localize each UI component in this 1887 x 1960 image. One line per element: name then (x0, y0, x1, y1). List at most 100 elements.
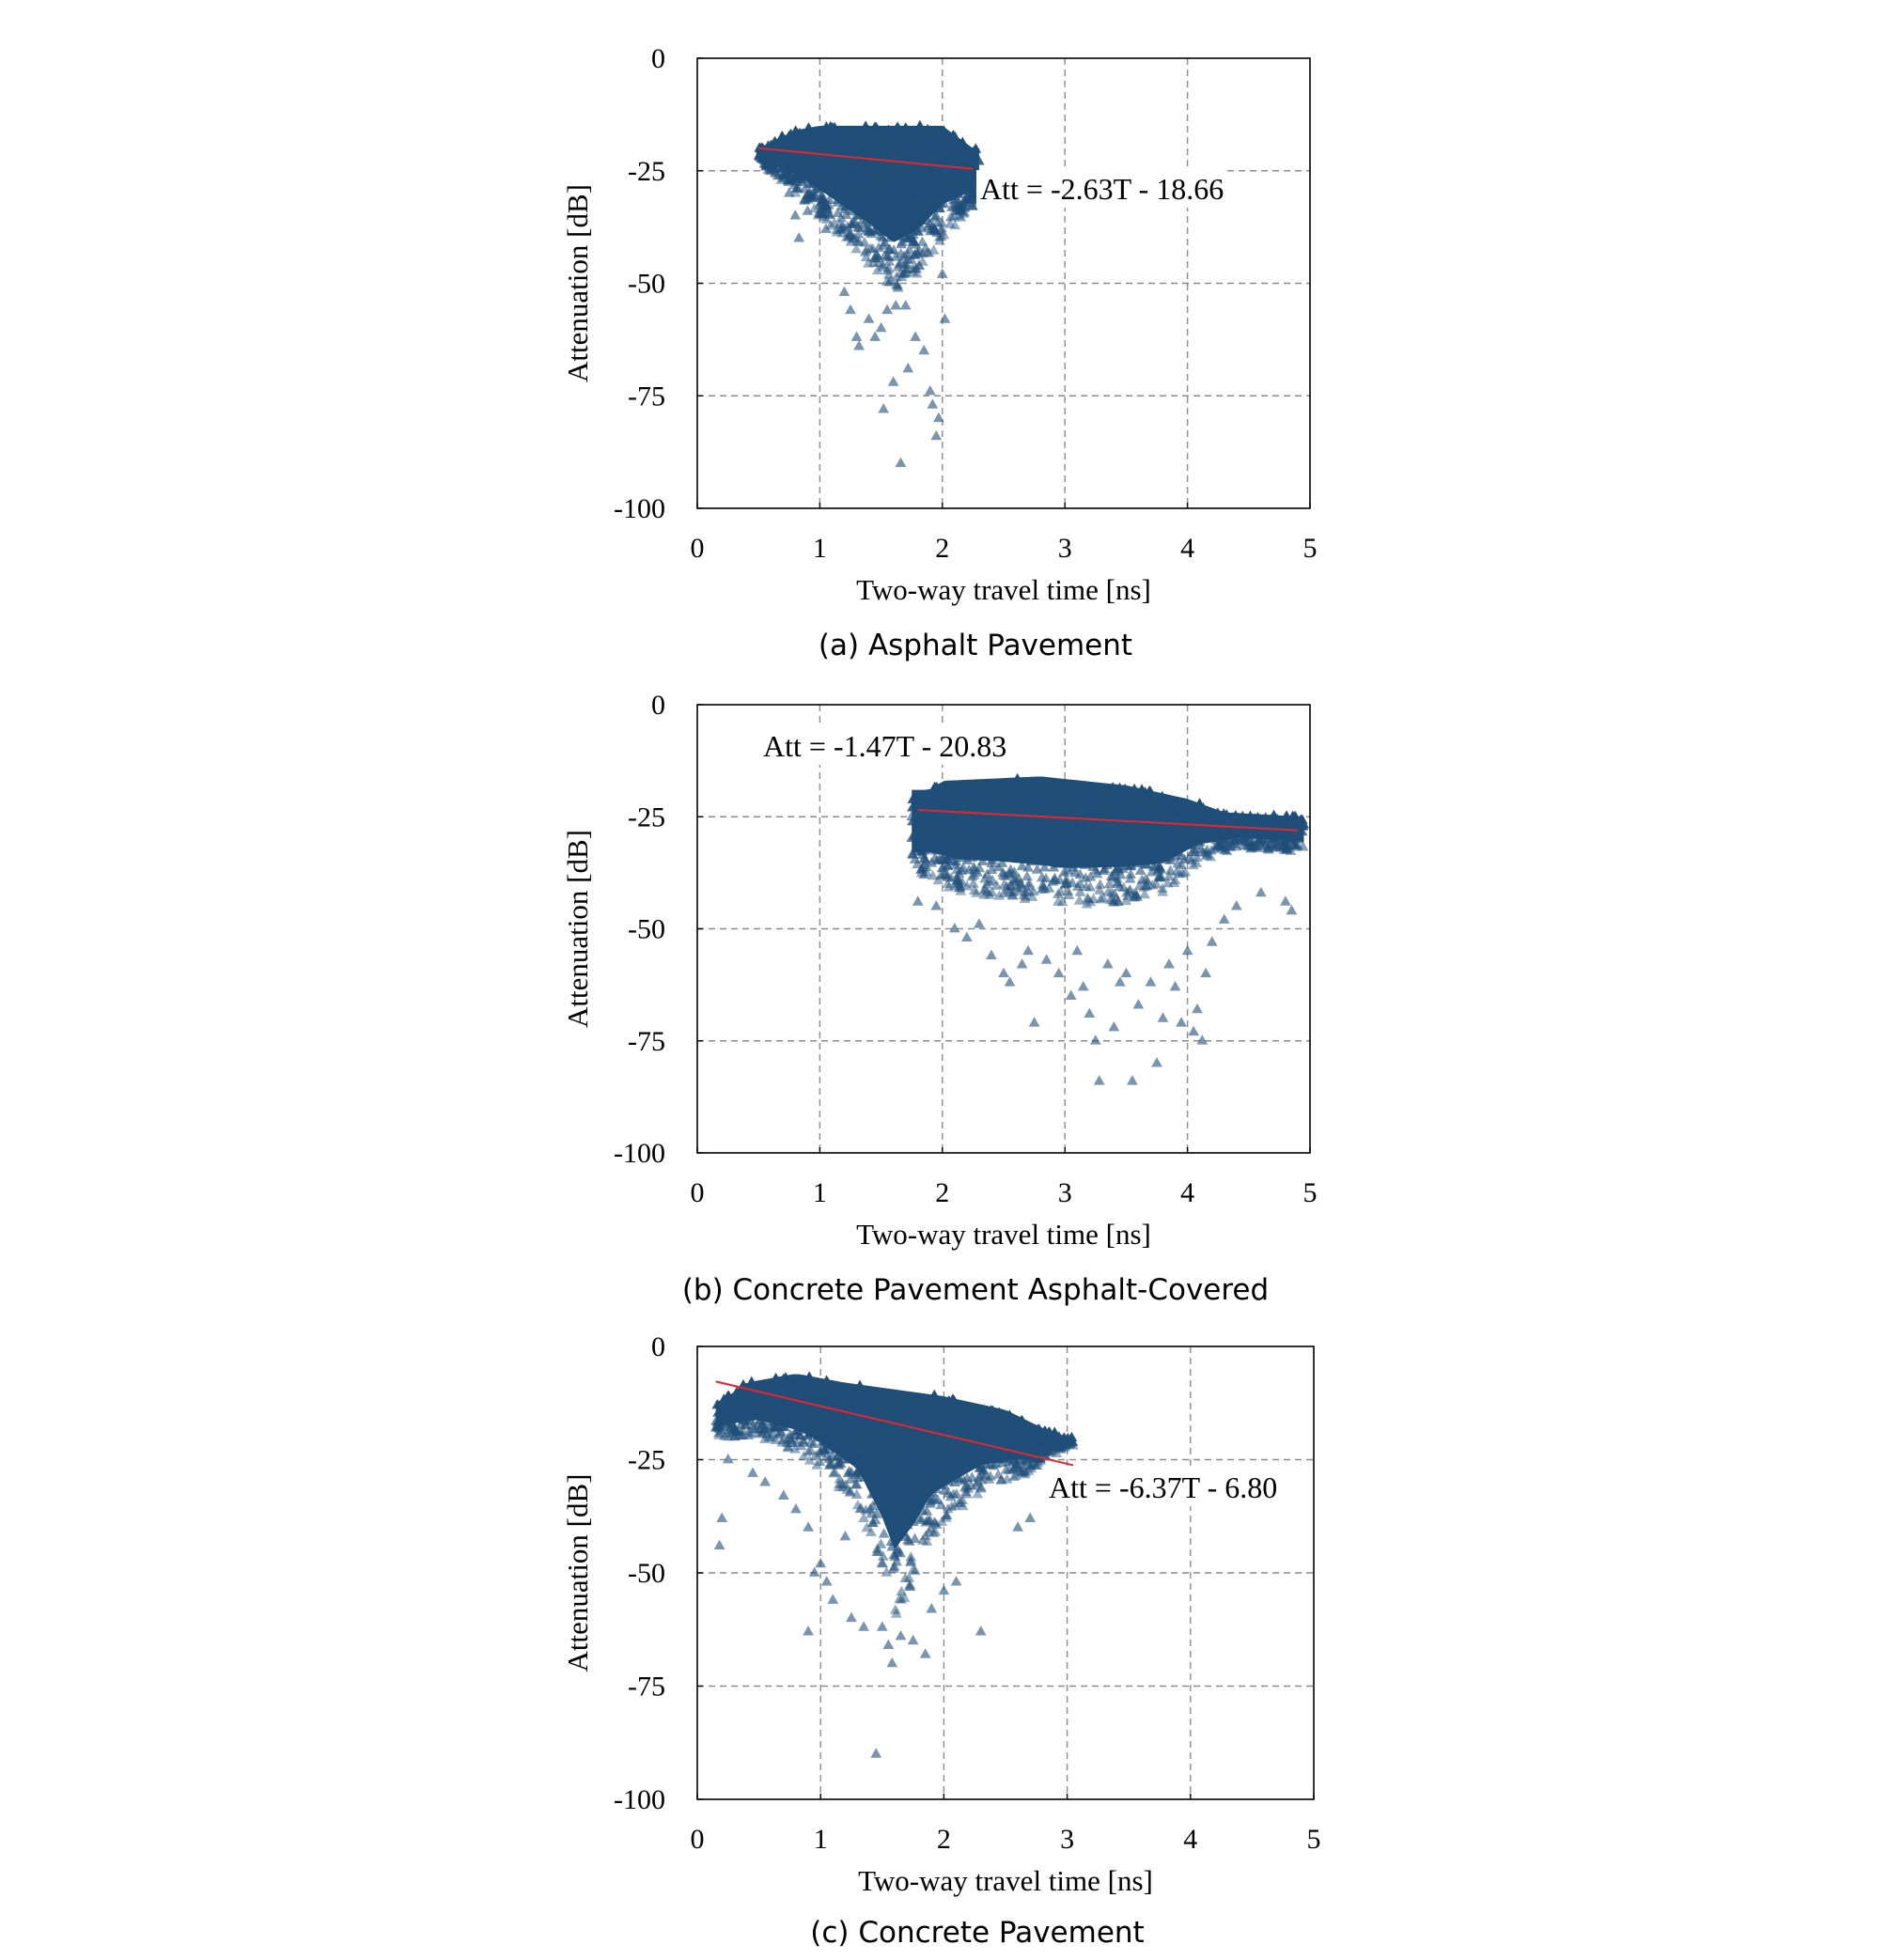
x-tick-label: 3 (1060, 1824, 1074, 1855)
data-point (891, 271, 902, 282)
data-point (949, 219, 961, 230)
data-point (787, 153, 799, 163)
data-point (1176, 1017, 1187, 1027)
data-point (913, 148, 925, 160)
data-point (777, 1420, 789, 1430)
data-point (790, 1503, 802, 1514)
data-point (870, 1748, 882, 1758)
data-point (821, 165, 834, 176)
data-point (850, 1488, 863, 1500)
data-point (915, 1514, 928, 1524)
x-axis-label: Two-way travel time [ns] (856, 1218, 1151, 1251)
data-point (722, 1454, 734, 1464)
data-point (960, 1480, 973, 1490)
data-point (1048, 830, 1059, 841)
data-point (975, 1626, 987, 1636)
data-point (776, 1437, 788, 1447)
data-point (1016, 819, 1028, 831)
data-point (861, 244, 872, 255)
data-point (971, 849, 982, 860)
data-point (984, 889, 995, 899)
data-point (1206, 936, 1218, 946)
data-point (1175, 799, 1187, 809)
data-point (1158, 832, 1170, 842)
data-point (884, 231, 897, 242)
data-point (961, 1420, 974, 1431)
data-point (830, 175, 841, 186)
data-point (819, 198, 832, 209)
data-point (928, 177, 941, 187)
data-point (939, 786, 951, 797)
data-point (1022, 886, 1035, 896)
data-point (942, 1423, 954, 1433)
data-point (906, 810, 918, 821)
data-point (788, 1375, 800, 1385)
data-point (782, 163, 794, 174)
data-point (770, 154, 781, 164)
data-point (1015, 878, 1026, 888)
data-point (848, 173, 860, 184)
data-point (959, 1446, 972, 1457)
data-point (914, 210, 926, 221)
data-point (1019, 833, 1031, 844)
data-point (793, 232, 805, 242)
data-point (903, 1580, 915, 1591)
data-point (993, 890, 1006, 900)
data-point (838, 223, 850, 233)
data-point (1010, 1420, 1021, 1431)
data-point (986, 863, 998, 874)
data-point (945, 1414, 958, 1425)
data-point (952, 1458, 964, 1470)
data-point (1048, 862, 1060, 872)
data-point (881, 303, 893, 315)
data-point (862, 1426, 873, 1437)
data-point (871, 1508, 882, 1518)
data-point (866, 164, 879, 176)
data-point (753, 1423, 765, 1434)
data-point (723, 1390, 735, 1401)
data-point (981, 879, 992, 889)
data-point (1157, 886, 1169, 896)
data-point (1141, 879, 1152, 891)
data-point (1101, 958, 1114, 969)
data-point (814, 136, 826, 148)
data-point (970, 1428, 982, 1439)
data-point (1112, 878, 1124, 888)
data-point (961, 177, 974, 188)
data-point (1132, 999, 1145, 1009)
data-point (873, 1451, 884, 1462)
data-point (904, 1580, 916, 1591)
data-point (986, 886, 998, 896)
data-point (859, 184, 871, 194)
data-point (1084, 1007, 1096, 1019)
data-point (981, 831, 993, 842)
data-point (1106, 886, 1117, 897)
data-point (1036, 871, 1048, 882)
data-point (1001, 816, 1012, 826)
data-point (1020, 891, 1031, 901)
data-point (928, 244, 940, 255)
data-point (967, 878, 979, 888)
data-point (927, 1486, 939, 1497)
data-point (800, 1388, 812, 1398)
data-point (1230, 900, 1242, 910)
data-point (861, 1402, 873, 1413)
data-point (1038, 862, 1051, 872)
data-point (737, 1429, 748, 1440)
data-point (979, 1410, 991, 1422)
x-tick-label: 1 (813, 533, 827, 564)
data-point (845, 1423, 857, 1434)
data-point (828, 1467, 839, 1478)
data-point (778, 148, 789, 159)
data-point (854, 1379, 866, 1390)
data-point (1044, 842, 1056, 853)
data-point (1254, 835, 1266, 846)
data-point (1027, 1430, 1039, 1440)
data-point (770, 1434, 781, 1444)
data-point (1192, 1003, 1203, 1014)
data-point (1115, 976, 1126, 987)
data-point (740, 1418, 752, 1429)
data-point (939, 1485, 950, 1495)
data-point (971, 1444, 983, 1454)
data-point (1080, 872, 1092, 882)
